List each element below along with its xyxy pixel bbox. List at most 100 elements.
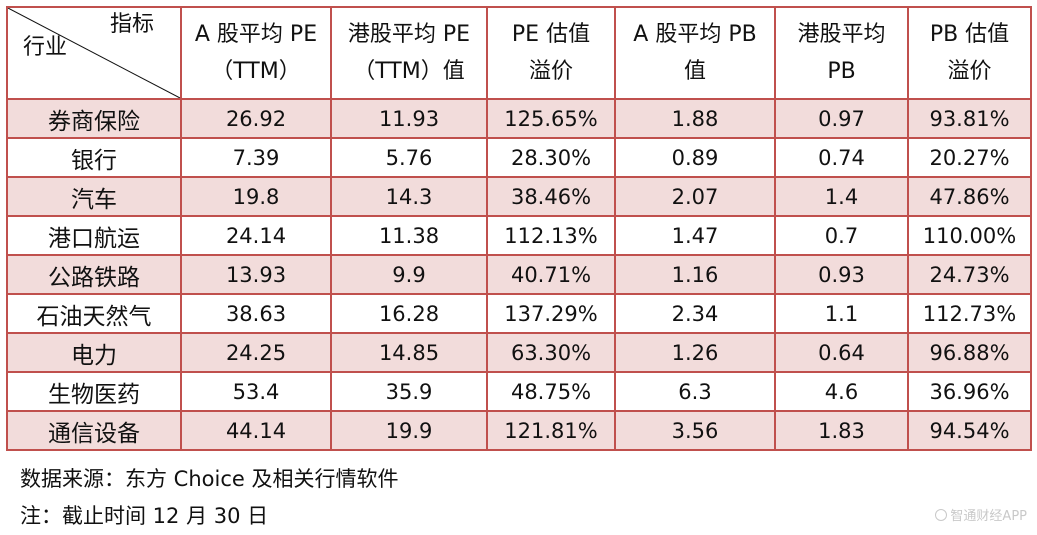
column-header-line: PB bbox=[827, 59, 856, 84]
value-cell: 26.92 bbox=[180, 98, 332, 139]
industry-cell: 券商保险 bbox=[6, 98, 182, 139]
value-cell: 4.6 bbox=[774, 371, 909, 412]
value-cell: 112.73% bbox=[907, 293, 1032, 334]
column-header: A 股平均 PB 值 bbox=[614, 6, 776, 100]
column-header-line: 港股平均 PE bbox=[347, 22, 471, 47]
value-cell: 44.14 bbox=[180, 410, 332, 451]
value-cell: 7.39 bbox=[180, 137, 332, 178]
value-cell: 35.9 bbox=[330, 371, 488, 412]
value-cell: 0.74 bbox=[774, 137, 909, 178]
value-cell: 24.25 bbox=[180, 332, 332, 373]
value-cell: 137.29% bbox=[486, 293, 616, 334]
table-row: 券商保险 26.92 11.93 125.65% 1.88 0.97 93.81… bbox=[6, 98, 1032, 139]
industry-cell: 石油天然气 bbox=[6, 293, 182, 334]
data-source-note: 数据来源：东方 Choice 及相关行情软件 bbox=[20, 467, 399, 491]
value-cell: 11.93 bbox=[330, 98, 488, 139]
industry-cell: 电力 bbox=[6, 332, 182, 373]
value-cell: 36.96% bbox=[907, 371, 1032, 412]
value-cell: 3.56 bbox=[614, 410, 776, 451]
corner-header-cell: 指标 行业 bbox=[6, 6, 182, 100]
value-cell: 2.07 bbox=[614, 176, 776, 217]
industry-cell: 生物医药 bbox=[6, 371, 182, 412]
table-row: 港口航运 24.14 11.38 112.13% 1.47 0.7 110.00… bbox=[6, 215, 1032, 256]
column-header-line: PE 估值 bbox=[511, 22, 591, 47]
value-cell: 63.30% bbox=[486, 332, 616, 373]
value-cell: 48.75% bbox=[486, 371, 616, 412]
watermark: 智通财经APP bbox=[935, 505, 1027, 524]
column-header-line: 溢价 bbox=[528, 59, 573, 84]
value-cell: 14.85 bbox=[330, 332, 488, 373]
value-cell: 5.76 bbox=[330, 137, 488, 178]
table-header-row: 指标 行业 A 股平均 PE （TTM） 港股平均 PE （TTM）值 PE 估… bbox=[6, 6, 1032, 100]
value-cell: 121.81% bbox=[486, 410, 616, 451]
industry-cell: 港口航运 bbox=[6, 215, 182, 256]
column-header: A 股平均 PE （TTM） bbox=[180, 6, 332, 100]
table-row: 生物医药 53.4 35.9 48.75% 6.3 4.6 36.96% bbox=[6, 371, 1032, 412]
value-cell: 125.65% bbox=[486, 98, 616, 139]
value-cell: 28.30% bbox=[486, 137, 616, 178]
column-header: PB 估值 溢价 bbox=[907, 6, 1032, 100]
value-cell: 1.47 bbox=[614, 215, 776, 256]
value-cell: 93.81% bbox=[907, 98, 1032, 139]
value-cell: 6.3 bbox=[614, 371, 776, 412]
column-header-line: 港股平均 bbox=[797, 22, 886, 47]
value-cell: 24.14 bbox=[180, 215, 332, 256]
value-cell: 14.3 bbox=[330, 176, 488, 217]
table-row: 通信设备 44.14 19.9 121.81% 3.56 1.83 94.54% bbox=[6, 410, 1032, 451]
value-cell: 11.38 bbox=[330, 215, 488, 256]
value-cell: 0.97 bbox=[774, 98, 909, 139]
column-header: 港股平均 PB bbox=[774, 6, 909, 100]
value-cell: 20.27% bbox=[907, 137, 1032, 178]
value-cell: 112.13% bbox=[486, 215, 616, 256]
valuation-table: 指标 行业 A 股平均 PE （TTM） 港股平均 PE （TTM）值 PE 估… bbox=[6, 6, 1032, 451]
value-cell: 47.86% bbox=[907, 176, 1032, 217]
notes-block: 数据来源：东方 Choice 及相关行情软件 注：截止时间 12 月 30 日 bbox=[20, 461, 398, 535]
value-cell: 13.93 bbox=[180, 254, 332, 295]
corner-label-indicator: 指标 bbox=[109, 12, 154, 37]
value-cell: 96.88% bbox=[907, 332, 1032, 373]
value-cell: 0.89 bbox=[614, 137, 776, 178]
logo-icon bbox=[935, 508, 948, 521]
value-cell: 110.00% bbox=[907, 215, 1032, 256]
value-cell: 0.93 bbox=[774, 254, 909, 295]
table-row: 银行 7.39 5.76 28.30% 0.89 0.74 20.27% bbox=[6, 137, 1032, 178]
column-header-line: 溢价 bbox=[947, 59, 992, 84]
value-cell: 38.46% bbox=[486, 176, 616, 217]
value-cell: 24.73% bbox=[907, 254, 1032, 295]
column-header-line: 值 bbox=[683, 59, 706, 84]
column-header-line: A 股平均 PB bbox=[633, 22, 757, 47]
value-cell: 1.16 bbox=[614, 254, 776, 295]
column-header-line: （TTM）值 bbox=[353, 59, 465, 84]
value-cell: 1.88 bbox=[614, 98, 776, 139]
industry-cell: 通信设备 bbox=[6, 410, 182, 451]
industry-cell: 汽车 bbox=[6, 176, 182, 217]
table-row: 公路铁路 13.93 9.9 40.71% 1.16 0.93 24.73% bbox=[6, 254, 1032, 295]
value-cell: 1.4 bbox=[774, 176, 909, 217]
industry-cell: 公路铁路 bbox=[6, 254, 182, 295]
table-row: 石油天然气 38.63 16.28 137.29% 2.34 1.1 112.7… bbox=[6, 293, 1032, 334]
column-header-line: （TTM） bbox=[211, 59, 301, 84]
table-row: 电力 24.25 14.85 63.30% 1.26 0.64 96.88% bbox=[6, 332, 1032, 373]
diagonal-divider bbox=[9, 9, 179, 97]
value-cell: 0.64 bbox=[774, 332, 909, 373]
value-cell: 38.63 bbox=[180, 293, 332, 334]
column-header: PE 估值 溢价 bbox=[486, 6, 616, 100]
corner-label-industry: 行业 bbox=[22, 35, 67, 60]
value-cell: 19.8 bbox=[180, 176, 332, 217]
column-header: 港股平均 PE （TTM）值 bbox=[330, 6, 488, 100]
table-row: 汽车 19.8 14.3 38.46% 2.07 1.4 47.86% bbox=[6, 176, 1032, 217]
industry-cell: 银行 bbox=[6, 137, 182, 178]
watermark-text: 智通财经APP bbox=[950, 509, 1027, 524]
value-cell: 1.83 bbox=[774, 410, 909, 451]
value-cell: 9.9 bbox=[330, 254, 488, 295]
cutoff-date-note: 注：截止时间 12 月 30 日 bbox=[20, 504, 269, 528]
value-cell: 53.4 bbox=[180, 371, 332, 412]
value-cell: 40.71% bbox=[486, 254, 616, 295]
value-cell: 0.7 bbox=[774, 215, 909, 256]
value-cell: 19.9 bbox=[330, 410, 488, 451]
value-cell: 2.34 bbox=[614, 293, 776, 334]
column-header-line: PB 估值 bbox=[929, 22, 1010, 47]
value-cell: 94.54% bbox=[907, 410, 1032, 451]
value-cell: 1.26 bbox=[614, 332, 776, 373]
value-cell: 16.28 bbox=[330, 293, 488, 334]
